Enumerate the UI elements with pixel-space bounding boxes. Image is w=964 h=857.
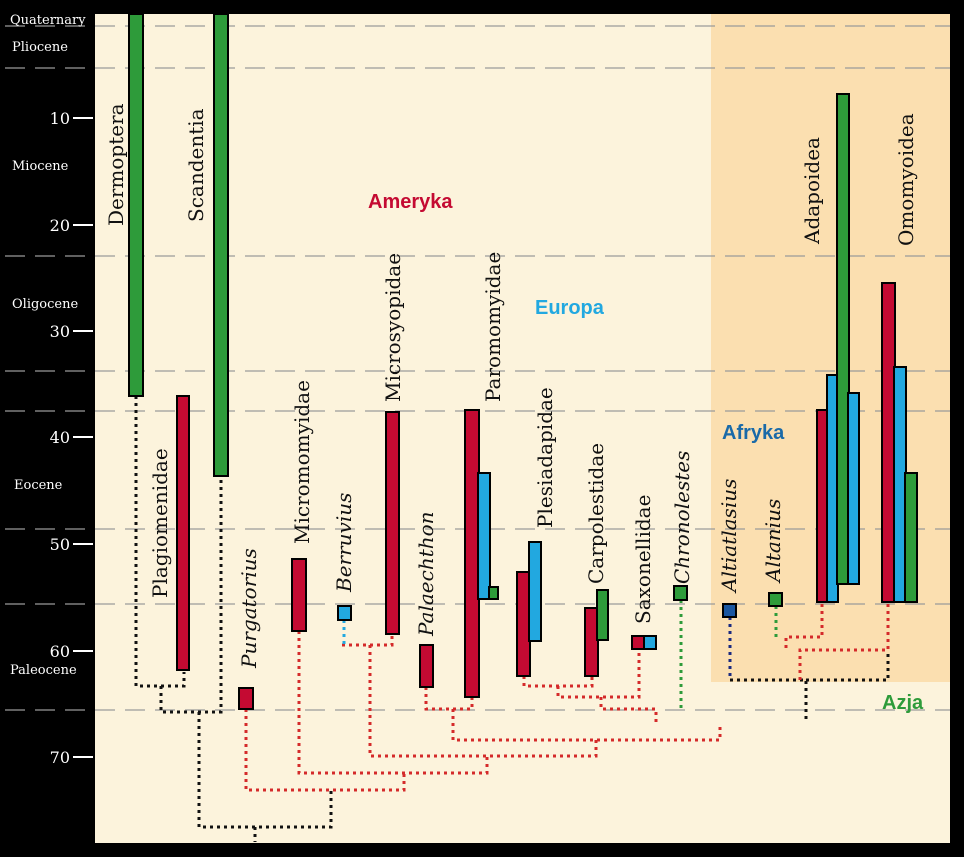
bar-carpolestidae-green [596,589,609,641]
bar-berruvius [337,605,352,621]
epoch-quaternary: Quaternary [10,13,86,28]
connectors-red [244,604,890,792]
tick-label-50: 50 [50,535,70,554]
bar-paromomyidae-green [488,586,499,600]
bar-plesiadapidae-blue [528,541,542,642]
range-bars [128,13,918,710]
region-europe: Europa [535,297,605,319]
label-micromomyidae: Micromomyidae [290,380,314,544]
label-palaechthon: Palaechthon [414,511,438,637]
bar-purgatorius [238,687,254,710]
bar-paromomyidae-red [464,409,480,698]
axis-ticks [73,117,93,758]
bar-paromomyidae-blue [477,472,491,600]
bar-adapoidea-blue2 [847,392,860,585]
label-carpolestidae: Carpolestidae [584,443,608,584]
connectors-green [679,600,778,709]
bar-microsyopidae [385,411,400,635]
bar-plagiomenidae [176,395,190,671]
epoch-paleocene: Paleocene [10,663,77,678]
label-berruvius: Berruvius [332,493,356,593]
label-saxonellidae: Saxonellidae [631,495,655,624]
label-plagiomenidae: Plagiomenidae [148,448,172,598]
label-adapoidea: Adapoidea [800,137,824,245]
bar-altiatlasius [722,603,737,618]
connectors-black [134,396,890,842]
label-purgatorius: Purgatorius [237,548,261,669]
bar-omomyoidea-green [904,472,918,603]
label-dermoptera: Dermoptera [104,103,128,226]
bar-chronolestes [673,585,688,601]
region-africa: Afryka [722,422,785,444]
tick-label-40: 40 [50,428,70,447]
bar-saxonellidae-blue [643,635,657,650]
bar-scandentia [213,13,229,477]
tick-label-30: 30 [50,322,70,341]
region-asia: Azja [882,692,924,714]
bar-dermoptera [128,13,144,397]
label-omomyoidea: Omomyoidea [894,113,918,246]
epoch-miocene: Miocene [12,159,69,174]
label-paromomyidae: Paromomyidae [481,252,505,402]
tick-label-20: 20 [50,216,70,235]
label-plesiadapidae: Plesiadapidae [533,387,557,528]
epoch-oligocene: Oligocene [12,297,78,312]
region-america: Ameryka [368,191,453,213]
bar-micromomyidae [291,558,307,632]
label-altanius: Altanius [761,499,785,584]
label-altiatlasius: Altiatlasius [717,479,741,594]
epoch-pliocene: Pliocene [12,40,68,55]
label-scandentia: Scandentia [184,108,208,222]
label-chronolestes: Chronolestes [670,451,694,584]
bar-altanius [768,592,783,607]
label-microsyopidae: Microsyopidae [381,253,405,402]
tick-label-70: 70 [50,748,70,767]
tick-label-60: 60 [50,642,70,661]
tick-label-10: 10 [50,109,70,128]
bar-carpolestidae-red [584,607,599,677]
epoch-eocene: Eocene [14,478,63,493]
bar-adapoidea-green [836,93,850,585]
bar-palaechthon [419,644,434,688]
